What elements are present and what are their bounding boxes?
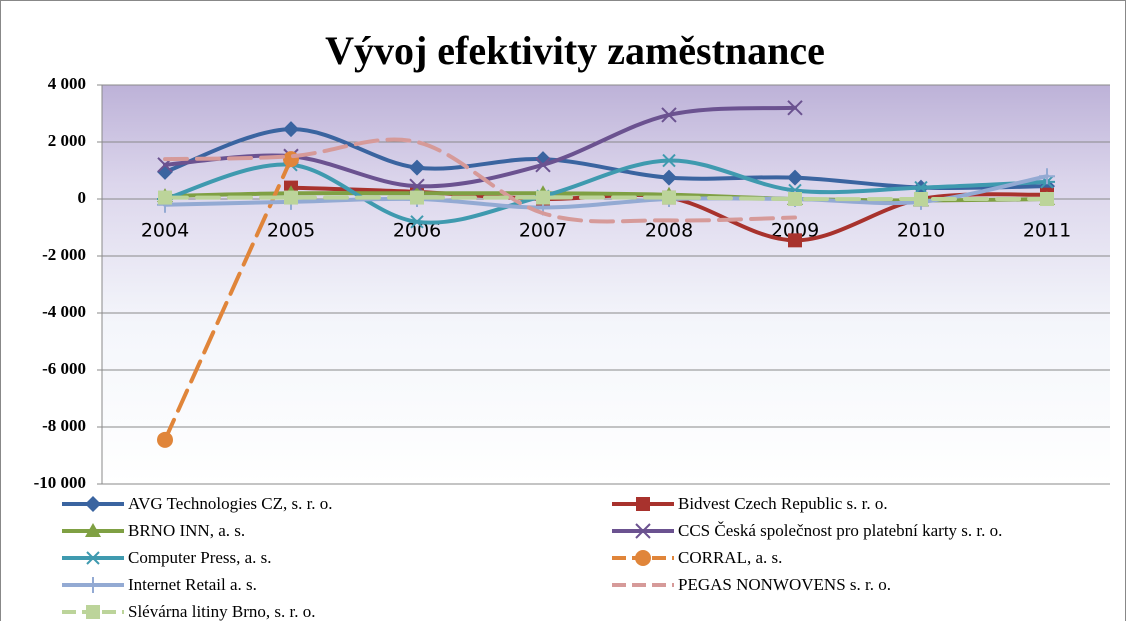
marker <box>661 153 677 168</box>
x-tick-label: 2011 <box>1023 220 1071 242</box>
y-tick-label: 4 000 <box>48 74 86 93</box>
x-tick-label: 2010 <box>897 220 945 242</box>
marker <box>283 121 299 138</box>
marker <box>635 523 651 539</box>
marker <box>635 550 651 566</box>
marker <box>536 190 550 205</box>
line <box>163 174 1049 210</box>
marker <box>1039 168 1055 185</box>
marker <box>535 157 551 173</box>
marker <box>788 192 802 206</box>
marker <box>913 180 929 195</box>
legend-label: Internet Retail a. s. <box>128 575 257 594</box>
legend-label: PEGAS NONWOVENS s. r. o. <box>678 575 891 594</box>
x-tick-label: 2009 <box>771 220 819 242</box>
marker <box>788 233 802 248</box>
marker <box>283 151 299 168</box>
marker <box>661 107 677 123</box>
plot-area <box>102 85 1110 484</box>
series <box>158 190 1054 206</box>
legend-label: Slévárna litiny Brno, s. r. o. <box>128 602 315 621</box>
marker <box>410 190 424 205</box>
y-tick-label: -4 000 <box>42 302 86 321</box>
legend-label: Bidvest Czech Republic s. r. o. <box>678 494 888 513</box>
marker <box>662 190 676 205</box>
x-tick-label: 2007 <box>519 220 567 242</box>
marker <box>85 496 101 512</box>
x-tick-label: 2008 <box>645 220 693 242</box>
y-tick-label: 2 000 <box>48 131 86 150</box>
line <box>163 137 797 224</box>
y-tick-label: -2 000 <box>42 245 86 264</box>
marker <box>409 159 425 176</box>
x-tick-label: 2005 <box>267 220 315 242</box>
y-tick-label: 0 <box>78 188 87 207</box>
x-tick-label: 2006 <box>393 220 441 242</box>
y-tick-label: -6 000 <box>42 359 86 378</box>
marker <box>86 605 100 619</box>
marker <box>157 431 173 448</box>
marker <box>787 100 803 116</box>
line <box>163 195 1049 202</box>
marker <box>158 190 172 205</box>
marker <box>409 215 425 229</box>
marker <box>636 497 650 511</box>
legend-label: AVG Technologies CZ, s. r. o. <box>128 494 333 513</box>
marker <box>661 169 677 186</box>
marker <box>85 523 101 537</box>
marker <box>284 190 298 205</box>
series <box>163 137 797 224</box>
marker <box>914 192 928 206</box>
legend-label: CCS Česká společnost pro platební karty … <box>678 521 1002 540</box>
y-tick-label: -10 000 <box>34 473 86 492</box>
legend-label: CORRAL, a. s. <box>678 548 782 567</box>
marker <box>85 551 101 565</box>
line <box>163 158 1049 225</box>
marker <box>787 169 803 186</box>
marker <box>1040 192 1054 206</box>
legend-label: BRNO INN, a. s. <box>128 521 245 540</box>
legend-label: Computer Press, a. s. <box>128 548 272 567</box>
y-tick-label: -8 000 <box>42 416 86 435</box>
x-tick-label: 2004 <box>141 220 189 242</box>
marker <box>85 577 101 593</box>
chart-title: Vývoj efektivity zaměstnance <box>325 28 825 73</box>
